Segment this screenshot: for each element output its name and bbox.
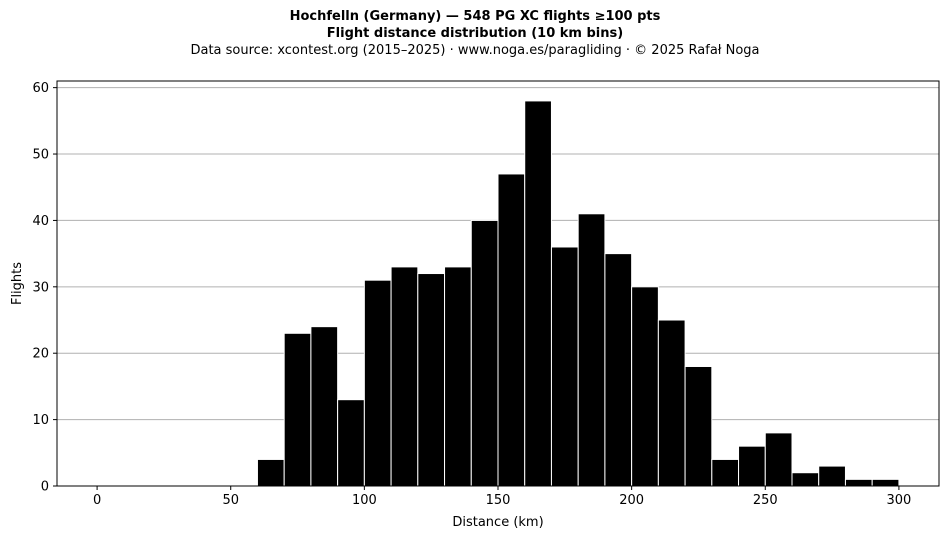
title-block: Hochfelln (Germany) — 548 PG XC flights … — [0, 8, 950, 59]
bar-240-250km — [738, 445, 766, 487]
y-tick-label-20: 20 — [32, 347, 49, 362]
bar-80-90km — [310, 326, 339, 487]
x-tick-label-300: 300 — [886, 493, 911, 508]
bar-160-170km — [524, 100, 552, 487]
x-tick-label-200: 200 — [619, 493, 644, 508]
y-tick-label-10: 10 — [32, 413, 49, 428]
bar-70-80km — [283, 332, 312, 487]
x-tick-label-50: 50 — [222, 493, 239, 508]
bar-150-160km — [497, 173, 526, 487]
bar-290-300km — [871, 478, 900, 487]
bar-260-270km — [791, 472, 820, 487]
x-tick-label-100: 100 — [352, 493, 377, 508]
data-source-note: Data source: xcontest.org (2015–2025) · … — [190, 43, 760, 58]
x-tick-label-150: 150 — [486, 493, 511, 508]
bar-130-140km — [444, 266, 472, 487]
bar-230-240km — [711, 458, 740, 487]
bar-100-110km — [363, 279, 392, 487]
y-tick-label-40: 40 — [32, 214, 49, 229]
bar-220-230km — [684, 365, 713, 487]
y-tick-label-50: 50 — [32, 148, 49, 163]
bar-190-200km — [604, 253, 633, 487]
y-tick-label-60: 60 — [32, 81, 49, 96]
chart-title: Hochfelln (Germany) — 548 PG XC flights … — [289, 9, 661, 24]
bar-90-100km — [337, 399, 365, 487]
x-axis-label: Distance (km) — [452, 515, 543, 530]
y-axis-label: Flights — [10, 262, 25, 305]
x-tick-label-0: 0 — [93, 493, 101, 508]
bar-180-190km — [577, 213, 606, 487]
y-tick-label-30: 30 — [32, 280, 49, 295]
histogram-bars — [256, 100, 900, 487]
bar-280-290km — [844, 478, 873, 487]
bar-210-220km — [657, 319, 686, 487]
bar-170-180km — [550, 246, 579, 487]
bar-250-260km — [764, 432, 793, 487]
x-tick-label-250: 250 — [753, 493, 778, 508]
bar-140-150km — [470, 219, 499, 487]
bar-200-210km — [631, 286, 659, 487]
chart-subtitle: Flight distance distribution (10 km bins… — [326, 26, 624, 41]
bar-110-120km — [390, 266, 419, 487]
axes: 0 50 100 150 200 250 300 0 10 20 30 40 50 60 — [32, 80, 940, 508]
y-tick-label-0: 0 — [41, 480, 49, 495]
bar-270-280km — [818, 465, 846, 487]
bar-120-130km — [417, 273, 446, 487]
bar-60-70km — [256, 458, 285, 487]
